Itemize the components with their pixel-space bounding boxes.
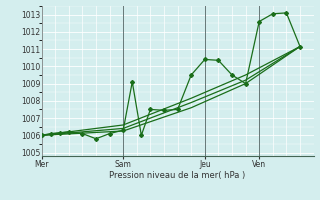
- X-axis label: Pression niveau de la mer( hPa ): Pression niveau de la mer( hPa ): [109, 171, 246, 180]
